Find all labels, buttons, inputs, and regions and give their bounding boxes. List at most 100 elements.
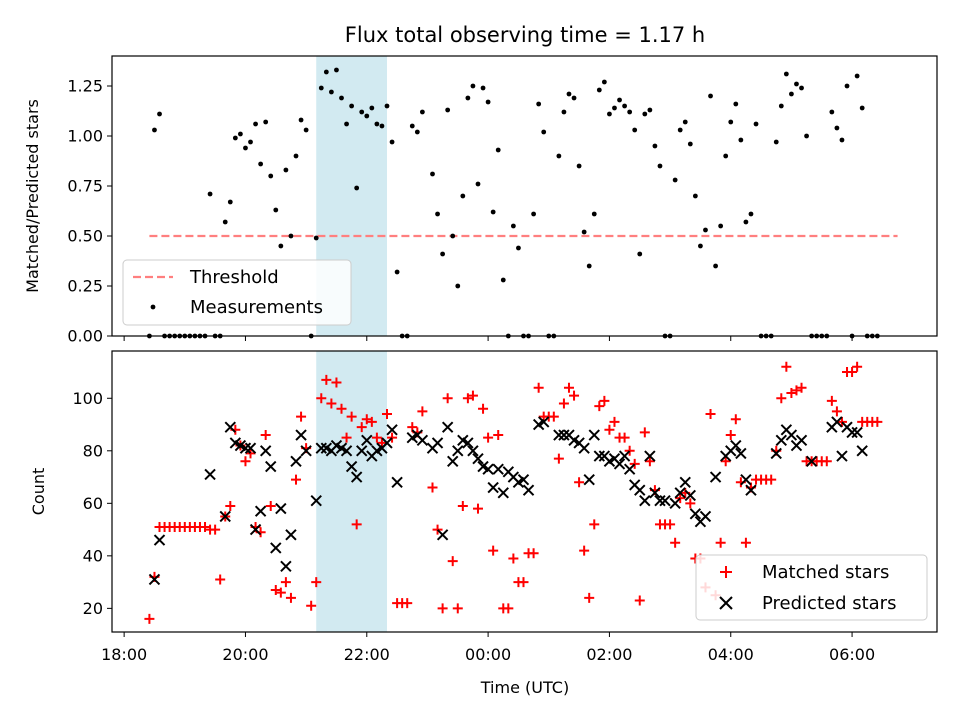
predicted-star-point [745,484,757,496]
predicted-star-point [583,473,595,486]
measurement-point [500,277,506,283]
predicted-star-point [679,476,691,489]
predicted-star-point [254,505,267,517]
measurement-point [152,127,157,133]
legend-predicted-swatch [719,596,733,610]
predicted-star-point [740,473,752,486]
matched-star-point [452,603,463,614]
predicted-star-point [219,510,231,523]
bottom-panel: 20 40 60 80 100 18:00 20:00 22:00 00:00 02:00 04:… [29,350,938,697]
measurement-point [682,119,688,125]
predicted-star-point [148,573,161,586]
measurement-point [531,211,536,217]
matched-star-point [341,432,352,443]
measurement-point [379,123,385,129]
predicted-star-point [300,445,312,457]
matched-star-point [296,411,307,422]
predicted-star-point [416,434,429,446]
legend-measurements-swatch [150,304,156,310]
predicted-star-point [467,445,479,457]
predicted-star-point [239,442,252,454]
predicted-star-point [805,455,818,468]
measurement-point [708,93,713,99]
matched-star-point [594,401,605,412]
legend-matched-swatch [720,566,732,578]
top-y-tick-label: 0.25 [67,277,103,296]
chart-title: Flux total observing time = 1.17 h [345,23,705,47]
measurement-point [384,103,390,109]
predicted-star-point [836,450,848,462]
measurement-point [571,95,577,101]
measurement-point [258,161,264,167]
predicted-star-point [462,437,474,449]
matched-star-point [311,577,322,588]
matched-star-point [417,406,428,417]
predicted-star-point [356,445,368,457]
predicted-star-point [265,460,277,473]
measurement-point [637,251,643,257]
measurement-point [733,101,739,107]
predicted-star-point [558,429,570,441]
measurement-point [207,191,213,197]
predicted-star-point [381,437,393,449]
bottom-y-label: Count [29,468,48,516]
measurement-point [288,233,294,239]
predicted-star-point [644,450,656,462]
legend-threshold-label: Threshold [189,267,279,288]
predicted-star-point [669,497,681,510]
measurement-point [430,171,435,177]
predicted-star-point [492,463,504,475]
matched-star-point [346,411,357,422]
matched-star-point [715,537,726,548]
matched-star-point [291,474,302,485]
measurement-point [318,85,324,91]
x-tick-label: 00:00 [465,645,511,664]
predicted-star-point [350,471,363,483]
measurement-point [778,103,784,109]
measurement-point [834,125,840,131]
predicted-star-point [224,421,236,433]
measurement-point [859,105,865,111]
matched-star-point [574,477,585,488]
matched-star-point [326,398,337,409]
measurement-point [596,87,602,93]
matched-star-point [478,403,489,414]
predicted-star-point [851,426,863,439]
matched-star-point [457,500,468,511]
predicted-star-point [593,450,606,462]
matched-star-point [215,574,226,585]
measurement-point [536,101,542,107]
matched-star-point [427,482,438,493]
bottom-legend-box [695,554,928,621]
matched-star-point [847,367,858,378]
predicted-star-point [785,429,798,441]
measurement-point [263,119,269,125]
measurement-point [232,135,238,141]
matched-star-point [503,603,514,614]
top-y-tick-label: 1.00 [67,127,103,146]
measurement-point [450,233,456,239]
matched-star-point [432,524,443,535]
measurement-point [591,211,597,217]
predicted-star-point [735,447,747,460]
measurement-point [480,85,486,91]
measurement-point [829,109,835,115]
measurement-point [839,137,845,143]
matched-star-point [361,414,372,425]
predicted-star-point [280,560,292,573]
measurement-point [313,235,319,241]
measurement-point [657,163,663,169]
measurement-point [495,147,501,153]
predicted-star-point [553,429,565,441]
top-y-axis: 0.00 0.25 0.50 0.75 1.00 1.25 [67,77,112,346]
measurement-point [854,73,860,79]
measurement-point [455,283,461,289]
measurement-point [440,251,446,257]
legend-matched-label: Matched stars [762,562,889,583]
predicted-star-point [709,471,722,483]
predicted-star-point [497,487,509,499]
matched-star-point [705,409,716,420]
x-tick-label: 06:00 [829,645,875,664]
predicted-star-point [684,489,697,502]
matched-star-point [467,390,478,401]
